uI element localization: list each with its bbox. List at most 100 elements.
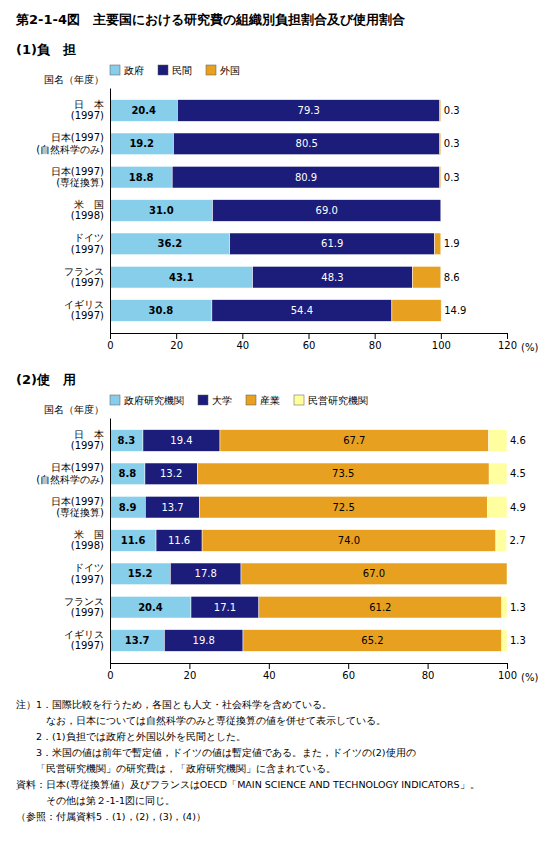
y-tick: ドイツ(1997) — [71, 562, 110, 585]
y-tick: 米 国(1998) — [71, 199, 110, 222]
data-label: 36.2 — [158, 238, 183, 249]
note: 注）1．国際比較を行うため，各国とも人文・社会科学を含めている。 — [16, 699, 332, 710]
y-tick: フランス(1997) — [64, 266, 110, 289]
data-label: 54.4 — [291, 305, 313, 316]
x-tick-mark — [269, 663, 270, 669]
x-tick-mark — [375, 333, 376, 339]
bar — [489, 463, 507, 485]
bar — [502, 630, 507, 652]
y-tick-label: 日 本(1997) — [71, 429, 104, 452]
data-label: 8.6 — [444, 272, 460, 283]
bar — [110, 430, 143, 452]
data-label: 1.3 — [510, 635, 526, 646]
x-tick: 100 — [498, 663, 517, 681]
x-tick-mark — [309, 333, 310, 339]
note: 「民営研究機関」の研究費は，「政府研究機関」に含まれている。 — [16, 763, 336, 774]
y-tick: 日本(1997)(自然科学のみ) — [36, 462, 110, 485]
data-label: 73.5 — [332, 468, 354, 479]
bar — [110, 563, 170, 585]
y-tick-label: ドイツ(1997) — [71, 562, 104, 585]
bar — [191, 596, 259, 618]
bar — [220, 430, 489, 452]
data-label: 43.1 — [169, 272, 194, 283]
data-label: 61.2 — [369, 602, 391, 613]
x-tick-mark — [348, 663, 349, 669]
bar — [164, 630, 243, 652]
bar — [172, 166, 440, 188]
chart-section: (1)負 担政府民間外国20.419.218.831.036.243.130.8… — [16, 42, 538, 353]
data-label: 48.3 — [321, 272, 343, 283]
y-tick-label: 日本(1997)(専従換算) — [51, 166, 104, 189]
bar — [253, 266, 413, 288]
legend-label: 産業 — [260, 395, 280, 406]
y-tick: 日本(1997)(自然科学のみ) — [36, 132, 110, 155]
x-axis-label: (%) — [521, 342, 538, 353]
x-tick-label: 0 — [107, 670, 113, 681]
legend-swatch — [294, 395, 304, 405]
y-tick: イギリス(1997) — [64, 299, 110, 322]
bar — [241, 563, 507, 585]
note: （参照：付属資料5．(1)，(2)，(3)，(4)） — [16, 811, 206, 822]
y-tick: 日本(1997)(専従換算) — [51, 496, 110, 518]
bars — [110, 430, 507, 652]
bar — [110, 200, 213, 222]
bar — [145, 496, 199, 518]
bars — [110, 100, 441, 322]
data-label: 17.1 — [214, 602, 236, 613]
bar — [110, 463, 145, 485]
x-tick: 20 — [170, 333, 183, 351]
data-label: 13.7 — [161, 502, 183, 513]
y-axis-label: 国名（年度） — [44, 404, 104, 415]
y-tick-label: 米 国(1998) — [71, 529, 104, 552]
bar — [110, 300, 212, 322]
bar — [110, 630, 164, 652]
legend-swatch — [110, 395, 120, 405]
bar — [212, 300, 392, 322]
x-axis: 020406080100120 — [107, 333, 517, 351]
bar — [243, 630, 502, 652]
x-tick: 80 — [369, 333, 382, 351]
bar — [412, 266, 440, 288]
data-label: 17.8 — [195, 568, 217, 579]
y-tick: 日 本(1997) — [71, 99, 110, 122]
x-tick: 40 — [236, 333, 249, 351]
bar — [489, 430, 507, 452]
data-label: 31.0 — [149, 205, 174, 216]
bar — [488, 496, 507, 518]
y-tick: 日 本(1997) — [71, 429, 110, 452]
data-label: 69.0 — [316, 205, 338, 216]
data-label: 0.3 — [444, 138, 460, 149]
x-tick: 20 — [184, 663, 197, 681]
x-tick: 60 — [342, 663, 355, 681]
section-title: (1)負 担 — [16, 42, 76, 57]
bar — [177, 100, 439, 122]
data-label: 13.2 — [160, 468, 182, 479]
x-tick-mark — [428, 663, 429, 669]
x-tick: 120 — [498, 333, 517, 351]
data-label: 1.9 — [444, 238, 460, 249]
bar — [439, 166, 441, 188]
bar — [110, 133, 174, 155]
data-labels: 8.38.88.911.615.220.413.719.413.213.711.… — [118, 435, 526, 646]
bar — [110, 596, 191, 618]
legend-label: 大学 — [212, 395, 232, 406]
data-label: 15.2 — [128, 568, 153, 579]
x-tick-label: 80 — [422, 670, 435, 681]
y-tick-label: フランス(1997) — [64, 266, 104, 289]
bar — [110, 530, 156, 552]
data-label: 19.4 — [170, 435, 192, 446]
x-axis-line — [111, 334, 508, 340]
data-label: 4.6 — [510, 435, 526, 446]
legend-label: 外国 — [220, 65, 240, 76]
legend-label: 民間 — [172, 65, 192, 76]
x-tick-label: 0 — [107, 340, 113, 351]
bar — [197, 463, 489, 485]
bar — [259, 596, 502, 618]
data-label: 67.7 — [343, 435, 365, 446]
x-tick-mark — [176, 333, 177, 339]
y-tick: ドイツ(1997) — [71, 232, 110, 255]
main-title: 第2-1-4図 主要国における研究費の組織別負担割合及び使用割合 — [15, 12, 405, 27]
legend: 政府民間外国 — [110, 65, 240, 76]
x-tick-label: 40 — [236, 340, 249, 351]
data-label: 11.6 — [168, 535, 190, 546]
